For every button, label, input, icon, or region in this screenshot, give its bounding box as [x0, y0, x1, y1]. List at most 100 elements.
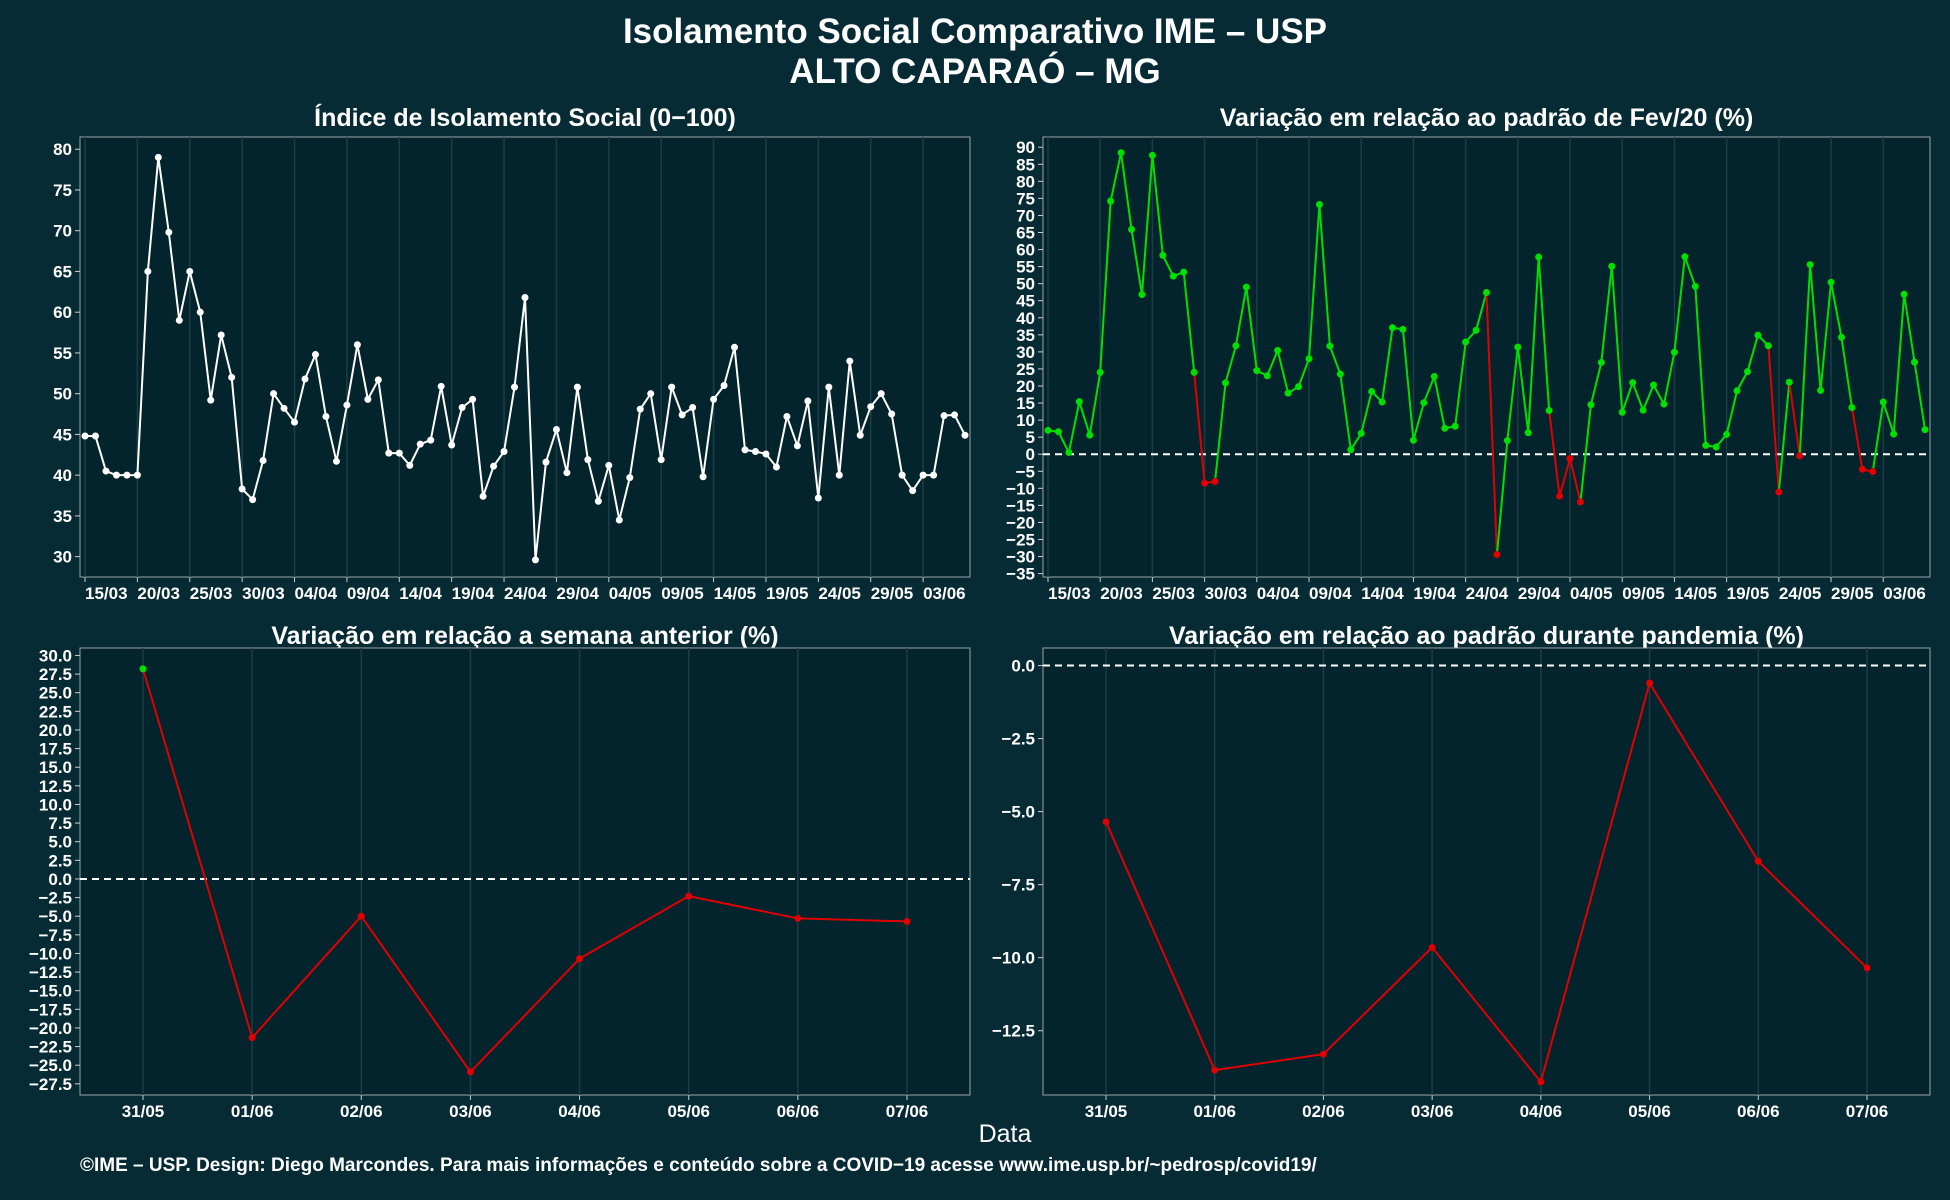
- panel-2-series-segment: [1579, 404, 1592, 503]
- panel-1-series-segment: [503, 386, 516, 452]
- panel-2-series-segment: [1569, 458, 1582, 503]
- panel-2-series-segment: [1830, 282, 1843, 338]
- panel-1-data-point: [259, 456, 267, 464]
- panel-4-x-tick-label: 31/05: [1085, 1102, 1128, 1121]
- panel-2-data-point: [1514, 343, 1522, 351]
- panel-1-x-tick-label: 29/05: [871, 584, 914, 603]
- panel-2-data-point: [1221, 379, 1229, 387]
- panel-1-series-segment: [366, 379, 380, 400]
- panel-2-series-segment: [1245, 286, 1258, 371]
- panel-1-series-segment: [94, 435, 107, 472]
- panel-1-data-point: [552, 426, 560, 434]
- panel-1-data-point: [542, 458, 550, 466]
- panel-1-data-point: [427, 436, 435, 444]
- panel-2-x-tick-label: 19/05: [1727, 584, 1770, 603]
- panel-2-x-tick-label: 09/04: [1309, 584, 1352, 603]
- panel-1-data-point: [584, 456, 592, 464]
- panel-2-series-segment: [1193, 372, 1206, 484]
- panel-1-data-point: [311, 351, 319, 359]
- panel-1-series-segment: [324, 416, 338, 462]
- panel-4-x-tick-label: 02/06: [1302, 1102, 1345, 1121]
- panel-3-y-tick-label: −10.0: [29, 944, 72, 963]
- panel-1-data-point: [835, 471, 843, 479]
- panel-1-data-point: [374, 376, 382, 384]
- panel-1-series-segment: [670, 386, 684, 416]
- panel-2-data-point: [1347, 446, 1355, 454]
- panel-2-x-tick-label: 15/03: [1048, 584, 1091, 603]
- panel-1-data-point: [175, 316, 183, 324]
- panel-2-series-segment: [1214, 382, 1227, 482]
- panel-1-data-point: [605, 461, 613, 469]
- panel-2-y-tick-label: 35: [1016, 326, 1035, 345]
- panel-4-y-tick-label: −10.0: [992, 949, 1035, 968]
- panel-2-data-point: [1462, 338, 1470, 346]
- panel-2-series-segment: [1537, 256, 1551, 411]
- panel-1-series-segment: [618, 477, 631, 521]
- panel-2-data-point: [1451, 422, 1459, 430]
- panel-2-data-point: [1650, 381, 1658, 389]
- panel-1-series-segment: [775, 416, 788, 468]
- panel-2-data-point: [1754, 331, 1762, 339]
- panel-1-series-segment: [576, 387, 589, 460]
- panel-1-series-segment: [471, 399, 485, 497]
- panel-3-series-segment: [251, 915, 363, 1039]
- panel-1-data-point: [217, 331, 225, 339]
- panel-2-data-point: [1274, 347, 1282, 355]
- panel-1-series-segment: [482, 465, 495, 497]
- panel-1-series-segment: [209, 334, 223, 401]
- panel-2-series-segment: [1099, 201, 1112, 373]
- panel-1-data-point: [385, 449, 393, 457]
- panel-2-data-point: [1597, 358, 1605, 366]
- panel-2-series-segment: [1746, 334, 1759, 372]
- panel-2-series-segment: [1057, 431, 1070, 453]
- panel-1-data-point: [626, 474, 634, 482]
- panel-2-series-segment: [1610, 266, 1624, 413]
- panel-1-series-segment: [565, 387, 579, 473]
- panel-2-data-point: [1587, 401, 1595, 409]
- panel-1-series-segment: [733, 347, 746, 450]
- panel-4-data-point: [1319, 1050, 1327, 1058]
- panel-2-data-point: [1096, 368, 1104, 376]
- panel-2-series-segment: [1485, 292, 1498, 555]
- panel-1-data-point: [720, 382, 728, 390]
- panel-2-data-point: [1608, 262, 1616, 270]
- panel-1-data-point: [762, 450, 770, 458]
- panel-1-data-point: [81, 432, 89, 440]
- panel-2-data-point: [1107, 197, 1115, 205]
- panel-1-series-segment: [377, 379, 390, 454]
- panel-2-y-tick-label: 25: [1016, 360, 1035, 379]
- panel-2-data-point: [1138, 291, 1146, 299]
- panel-2-series-segment: [1224, 345, 1237, 384]
- panel-1-data-point: [469, 395, 477, 403]
- panel-2-y-tick-label: 60: [1016, 241, 1035, 260]
- panel-3-series-segment: [579, 895, 690, 960]
- panel-1-data-point: [332, 457, 340, 465]
- panel-2-data-point: [1253, 367, 1261, 375]
- panel-2-y-tick-label: −10: [1006, 479, 1035, 498]
- panel-1-data-point: [888, 410, 896, 418]
- panel-2-series-segment: [1475, 292, 1488, 331]
- panel-1-data-point: [793, 442, 801, 450]
- panel-1-series-segment: [534, 462, 547, 560]
- panel-1-series-segment: [628, 408, 642, 478]
- panel-4-y-tick-label: −12.5: [992, 1022, 1035, 1041]
- panel-2-data-point: [1483, 289, 1490, 297]
- panel-2-x-tick-label: 25/03: [1152, 584, 1195, 603]
- panel-4-data-point: [1211, 1066, 1219, 1074]
- panel-3-series-segment: [360, 915, 472, 1073]
- panel-2-data-point: [1201, 479, 1209, 487]
- panel-2-data-point: [1691, 282, 1699, 290]
- panel-4-series-segment: [1322, 946, 1433, 1055]
- panel-2-x-tick-label: 29/05: [1831, 584, 1874, 603]
- panel-3-x-tick-label: 01/06: [231, 1102, 274, 1121]
- panel-2-series-segment: [1151, 155, 1164, 256]
- panel-3-y-tick-label: 27.5: [39, 665, 72, 684]
- panel-2-data-point: [1326, 342, 1334, 350]
- panel-1-data-point: [112, 471, 120, 479]
- panel-2-series-segment: [1736, 371, 1749, 392]
- panel-1-data-point: [772, 463, 780, 471]
- panel-1-series-segment: [555, 429, 568, 473]
- panel-3-y-tick-label: 7.5: [48, 814, 72, 833]
- panel-3-x-tick-label: 03/06: [449, 1102, 492, 1121]
- panel-1-y-tick-label: 30: [53, 548, 72, 567]
